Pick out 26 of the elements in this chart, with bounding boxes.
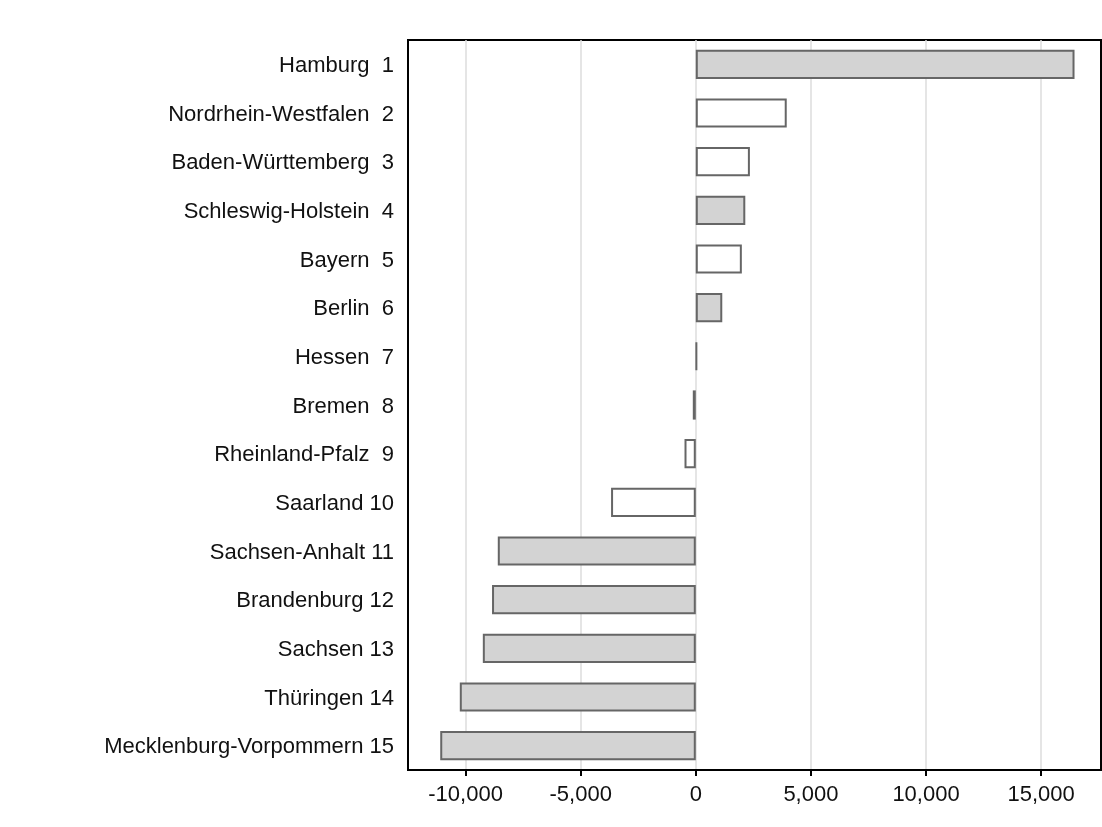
x-tick-label: 10,000: [892, 780, 960, 806]
y-tick-label: Berlin 6: [313, 295, 394, 321]
bar: [695, 98, 787, 128]
y-tick-label: Nordrhein-Westfalen 2: [168, 100, 394, 126]
x-tick-label: 15,000: [1007, 780, 1075, 806]
y-tick-label: Sachsen-Anhalt 11: [209, 538, 394, 564]
x-tick-label: -5,000: [549, 780, 612, 806]
bar: [611, 487, 696, 517]
y-tick-label: Hessen 7: [294, 343, 394, 369]
bar: [684, 439, 696, 469]
y-tick-label: Rheinland-Pfalz 9: [214, 441, 394, 467]
y-tick-label: Baden-Württemberg 3: [171, 149, 394, 175]
y-tick-label: Saarland 10: [275, 489, 394, 515]
y-tick-label: Bayern 5: [299, 246, 394, 272]
y-tick-label: Hamburg 1: [279, 51, 394, 77]
y-tick-label: Bremen 8: [292, 392, 394, 418]
y-tick-label: Schleswig-Holstein 4: [183, 197, 394, 223]
bar: [695, 244, 742, 274]
bar: [695, 147, 750, 177]
y-tick-label: Brandenburg 12: [236, 587, 394, 613]
x-tick-label: 5,000: [783, 780, 839, 806]
x-tick-label: -10,000: [428, 780, 503, 806]
x-tick-label: 0: [689, 780, 702, 806]
y-tick-label: Mecklenburg-Vorpommern 15: [104, 733, 394, 759]
y-tick-label: Thüringen 14: [264, 684, 394, 710]
y-tick-label: Sachsen 13: [277, 635, 394, 661]
